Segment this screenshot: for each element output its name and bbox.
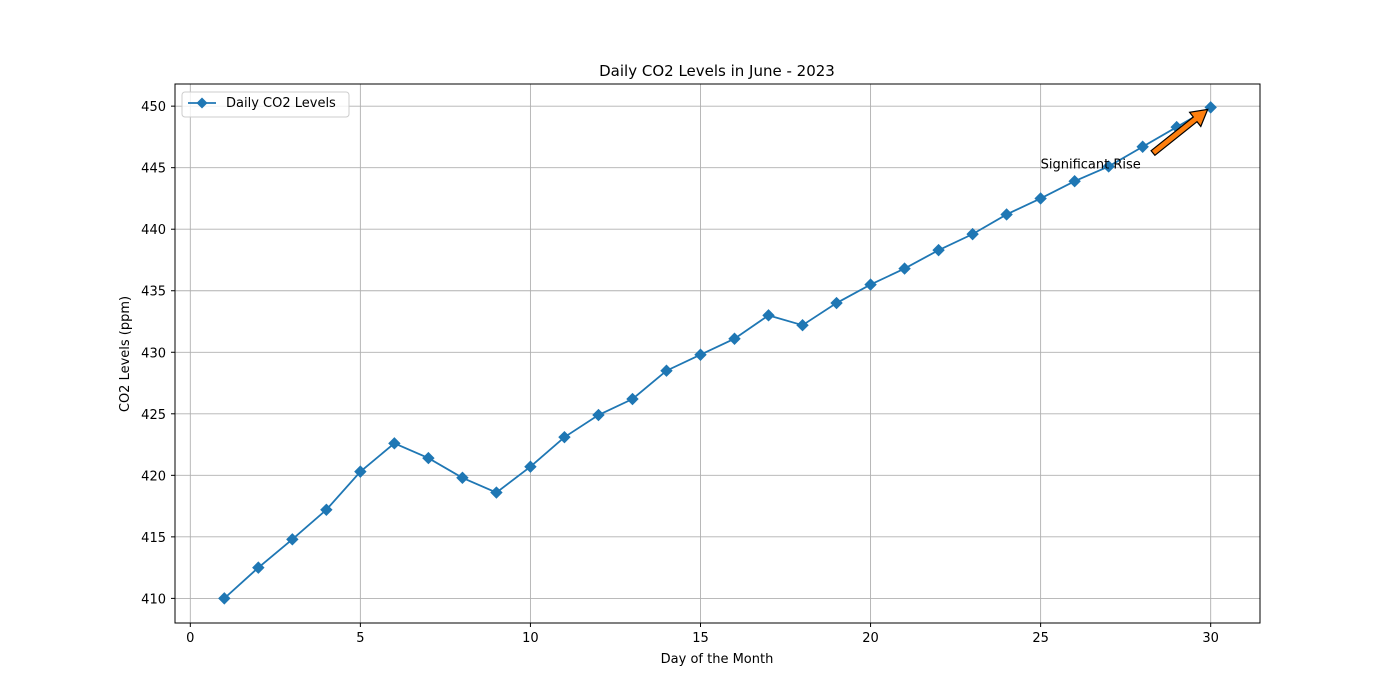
data-point-marker (1034, 192, 1047, 205)
data-point-marker (626, 392, 639, 406)
data-point-marker (320, 503, 333, 516)
data-point-marker (490, 486, 503, 499)
data-point-marker (456, 471, 469, 484)
y-tick-label: 410 (141, 592, 166, 607)
x-tick-label: 25 (1032, 631, 1049, 646)
x-axis-label: Day of the Month (661, 652, 774, 667)
data-point-marker (932, 243, 945, 257)
data-point-marker (558, 430, 571, 444)
grid-layer (175, 84, 1260, 623)
legend-label: Daily CO2 Levels (226, 96, 336, 111)
axes-layer: 0 5 10 15 20 25 30 410 415 420 425 430 435 440 445 450 (141, 83, 1261, 646)
data-point-marker (1000, 208, 1013, 221)
y-tick-label: 445 (141, 162, 166, 177)
data-point-marker (354, 465, 367, 478)
data-point-marker (1136, 140, 1149, 153)
data-point-marker (388, 437, 401, 450)
series-line (223, 106, 1212, 600)
y-axis-label: CO2 Levels (ppm) (118, 296, 133, 412)
x-tick-label: 15 (692, 631, 709, 646)
x-tick-label: 30 (1202, 631, 1219, 646)
annotation-arrow (1150, 108, 1209, 157)
plot-frame (174, 83, 1261, 624)
y-tick-label: 415 (141, 531, 166, 546)
y-tick-label: 425 (141, 408, 166, 423)
data-point-marker (762, 309, 775, 322)
data-point-marker (1068, 175, 1081, 188)
chart-title: Daily CO2 Levels in June - 2023 (599, 62, 835, 80)
y-tick-label: 430 (141, 346, 166, 361)
data-point-marker (524, 460, 537, 473)
data-point-marker (728, 332, 741, 345)
data-point-marker (422, 451, 435, 465)
data-point-marker (592, 408, 605, 422)
y-tick-label: 435 (141, 285, 166, 300)
annotation-text: Significant Rise (1041, 158, 1141, 173)
data-point-marker (864, 278, 877, 291)
x-tick-label: 5 (356, 631, 364, 646)
x-tick-label: 0 (186, 631, 194, 646)
x-tick-label: 10 (522, 631, 539, 646)
data-point-marker (286, 533, 299, 546)
data-point-marker (1102, 160, 1115, 173)
data-point-marker (252, 561, 265, 574)
x-tick-label: 20 (862, 631, 879, 646)
data-point-marker (898, 262, 911, 275)
data-point-marker (796, 318, 809, 332)
data-point-marker (694, 348, 707, 361)
legend-marker-swatch (196, 97, 208, 109)
y-tick-label: 420 (141, 469, 166, 484)
data-point-marker (830, 296, 843, 310)
legend: Daily CO2 Levels (181, 91, 350, 118)
y-tick-label: 440 (141, 223, 166, 238)
data-point-marker (660, 364, 673, 377)
legend-box (181, 91, 350, 118)
annotation-layer: Significant Rise (1041, 108, 1209, 173)
data-point-marker (218, 592, 231, 605)
data-point-marker (966, 227, 979, 241)
y-tick-label: 450 (141, 100, 166, 115)
series-layer (218, 101, 1217, 605)
